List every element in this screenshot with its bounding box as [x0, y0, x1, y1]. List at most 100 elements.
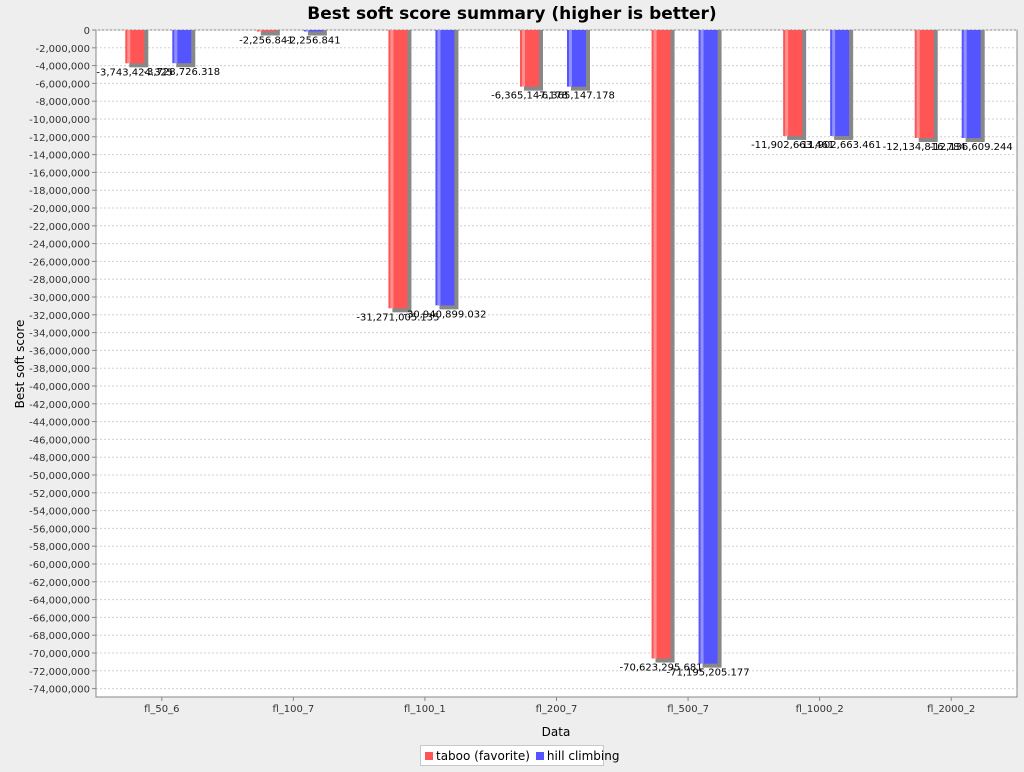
bar-highlight	[258, 30, 262, 32]
y-tick-label: -68,000,000	[29, 631, 90, 642]
y-tick-label: -52,000,000	[29, 489, 90, 500]
x-tick-label: fl_100_7	[272, 704, 314, 715]
bar-highlight	[390, 30, 394, 309]
bar-highlight	[832, 30, 836, 136]
data-label: -3,743,424.325	[96, 67, 173, 78]
data-label: -6,365,147.178	[491, 91, 568, 102]
bar	[388, 30, 408, 309]
y-tick-label: -8,000,000	[35, 97, 90, 108]
bar-shadow	[307, 30, 327, 36]
y-tick-label: -72,000,000	[29, 667, 90, 678]
bar	[520, 30, 539, 87]
x-tick-label: fl_200_7	[536, 704, 578, 715]
y-axis-label: Best soft score	[13, 320, 27, 409]
bar	[172, 30, 192, 64]
legend-label-hill-climbing: hill climbing	[546, 748, 620, 763]
y-tick-label: -10,000,000	[29, 115, 90, 126]
y-tick-label: -64,000,000	[29, 596, 90, 607]
data-label: -31,271,005.135	[356, 312, 439, 323]
x-tick-label: fl_100_1	[404, 704, 446, 715]
data-label: -12,136,609.244	[930, 142, 1013, 153]
bar-highlight	[700, 30, 704, 664]
legend-item-hill-climbing: hill climbing	[535, 748, 620, 763]
y-tick-label: -4,000,000	[35, 62, 90, 73]
y-tick-label: -36,000,000	[29, 346, 90, 357]
y-tick-label: -24,000,000	[29, 240, 90, 251]
data-label: -2,256.841	[239, 36, 294, 47]
bar	[961, 30, 981, 139]
y-tick-label: -62,000,000	[29, 578, 90, 589]
bar	[125, 30, 145, 64]
y-tick-label: -6,000,000	[35, 79, 90, 90]
bar-highlight	[522, 30, 525, 87]
bar-highlight	[916, 30, 920, 138]
bar-highlight	[569, 30, 572, 87]
y-tick-label: -18,000,000	[29, 186, 90, 197]
bar	[435, 30, 455, 306]
y-tick-label: -40,000,000	[29, 382, 90, 393]
x-tick-label: fl_50_6	[144, 704, 179, 715]
y-tick-label: -60,000,000	[29, 560, 90, 571]
bar	[303, 30, 323, 32]
y-tick-label: -58,000,000	[29, 542, 90, 553]
y-tick-label: -56,000,000	[29, 524, 90, 535]
bar	[830, 30, 850, 136]
data-label: -12,134,816.784	[883, 142, 966, 153]
legend: taboo (favorite) hill climbing	[420, 745, 619, 766]
data-label: -70,623,295.681	[620, 663, 703, 674]
y-tick-label: -14,000,000	[29, 151, 90, 162]
data-label: -30,940,899.032	[403, 309, 486, 320]
y-tick-label: -44,000,000	[29, 418, 90, 429]
y-tick-label: -46,000,000	[29, 435, 90, 446]
y-tick-label: -38,000,000	[29, 364, 90, 375]
legend-item-taboo: taboo (favorite)	[425, 749, 530, 763]
bar	[256, 30, 276, 32]
y-tick-label: -2,000,000	[35, 44, 90, 55]
bar-highlight	[653, 30, 657, 659]
data-label: -11,902,663.461	[798, 140, 881, 151]
bar	[698, 30, 718, 664]
chart-title: Best soft score summary (higher is bette…	[307, 4, 716, 24]
data-label: -71,195,205.177	[667, 668, 750, 679]
y-tick-label: -74,000,000	[29, 685, 90, 696]
bar	[914, 30, 934, 138]
legend-swatch-hill-climbing	[535, 751, 544, 760]
bar-highlight	[785, 30, 789, 136]
data-label: -6,365,147.178	[538, 91, 615, 102]
y-tick-label: -12,000,000	[29, 133, 90, 144]
y-tick-label: -66,000,000	[29, 613, 90, 624]
y-tick-label: 0	[84, 26, 90, 37]
x-tick-label: fl_500_7	[667, 704, 709, 715]
y-tick-label: -26,000,000	[29, 257, 90, 268]
bar-highlight	[127, 30, 131, 64]
bar-highlight	[305, 30, 309, 32]
legend-swatch-taboo	[425, 751, 433, 760]
data-label: -2,256.841	[286, 36, 341, 47]
bar-highlight	[174, 30, 178, 64]
x-tick-label: fl_1000_2	[796, 704, 844, 715]
y-tick-label: -50,000,000	[29, 471, 90, 482]
bar	[651, 30, 671, 659]
y-tick-label: -42,000,000	[29, 400, 90, 411]
data-label: -11,902,663.461	[751, 140, 834, 151]
bar	[783, 30, 803, 136]
y-tick-label: -28,000,000	[29, 275, 90, 286]
y-tick-label: -48,000,000	[29, 453, 90, 464]
y-tick-label: -20,000,000	[29, 204, 90, 215]
y-tick-label: -32,000,000	[29, 311, 90, 322]
data-label: -3,728,726.318	[143, 67, 220, 78]
bar-highlight	[437, 30, 441, 306]
y-tick-label: -70,000,000	[29, 649, 90, 660]
y-tick-label: -30,000,000	[29, 293, 90, 304]
y-tick-label: -54,000,000	[29, 507, 90, 518]
plot-area	[95, 29, 1018, 698]
bar-shadow	[260, 30, 280, 36]
x-tick-label: fl_2000_2	[927, 704, 975, 715]
x-axis-label: Data	[542, 725, 571, 739]
y-tick-label: -22,000,000	[29, 222, 90, 233]
legend-label-taboo: taboo (favorite)	[436, 748, 530, 763]
y-tick-label: -34,000,000	[29, 329, 90, 340]
bar	[567, 30, 586, 87]
